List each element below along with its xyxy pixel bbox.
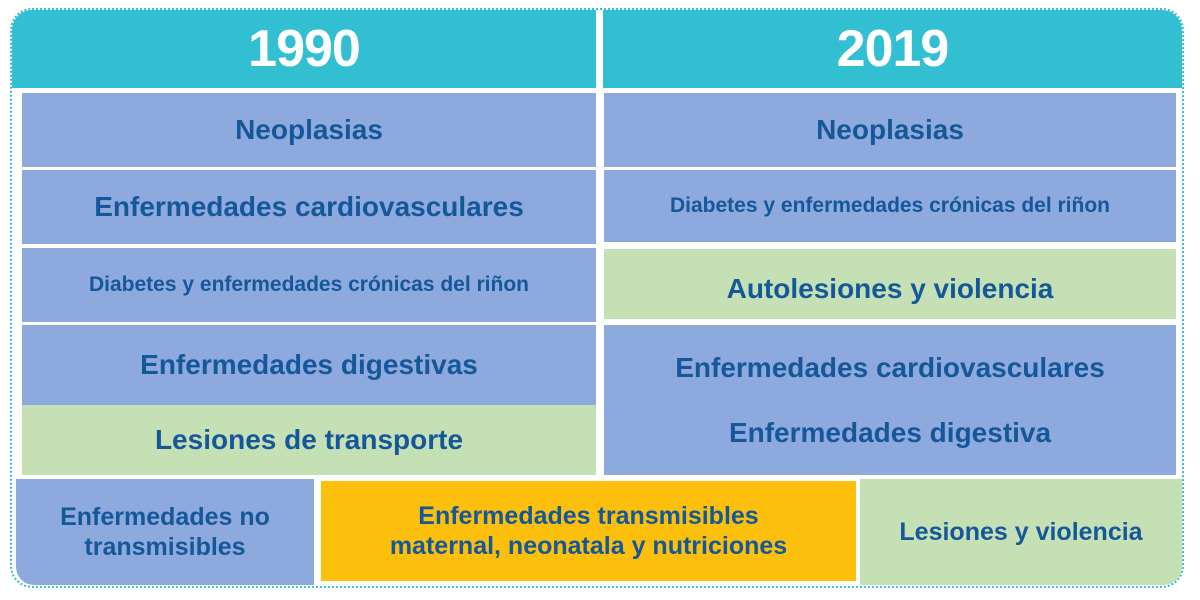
year-header-2019: 2019 xyxy=(603,10,1182,88)
legend-noncommunicable: Enfermedades no transmisibles xyxy=(16,479,314,585)
year-2019-label: 2019 xyxy=(836,19,950,78)
cause-2019-2: Diabetes y enfermedades crónicas del riñ… xyxy=(604,170,1176,242)
cause-1990-3: Diabetes y enfermedades crónicas del riñ… xyxy=(22,248,596,322)
legend-communicable: Enfermedades transmisibles maternal, neo… xyxy=(321,481,856,581)
year-1990-label: 1990 xyxy=(248,19,361,78)
diagram-frame xyxy=(10,8,1184,588)
legend-injuries: Lesiones y violencia xyxy=(860,479,1182,585)
cause-1990-5: Lesiones de transporte xyxy=(22,405,596,475)
cause-1990-1: Neoplasias xyxy=(22,93,596,167)
cause-2019-group: Enfermedades cardiovasculares Enfermedad… xyxy=(604,325,1176,475)
year-header-1990: 1990 xyxy=(12,10,596,88)
cause-2019-4: Enfermedades cardiovasculares xyxy=(675,351,1105,383)
cause-2019-5: Enfermedades digestiva xyxy=(728,416,1052,448)
cause-1990-4: Enfermedades digestivas xyxy=(22,325,596,405)
cause-2019-3: Autolesiones y violencia xyxy=(604,249,1176,319)
cause-1990-2: Enfermedades cardiovasculares xyxy=(22,170,596,244)
cause-2019-1: Neoplasias xyxy=(604,93,1176,167)
